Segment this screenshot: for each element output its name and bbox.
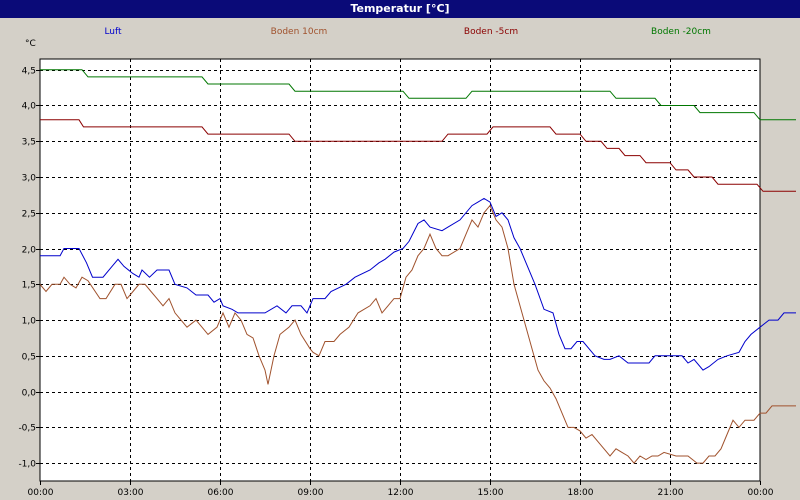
x-tick-time-label: 12:00 — [388, 488, 414, 498]
y-tick-label: 2,0 — [22, 246, 37, 256]
y-tick-label: 3,0 — [22, 174, 37, 184]
y-tick-label: 4,0 — [22, 102, 37, 112]
y-tick-label: 0,0 — [22, 389, 37, 399]
y-axis-unit: °C — [25, 39, 36, 49]
y-axis: 4,5 4,0 3,5 3,0 2,5 2,0 1,5 1,0 0,5 0,0 -0,5 -1,0 — [18, 67, 40, 470]
y-tick-label: 1,0 — [22, 317, 37, 327]
x-tick-time-label: 15:00 — [478, 488, 504, 498]
chart-title: Temperatur [°C] — [0, 0, 800, 18]
x-tick-time-label: 09:00 — [298, 488, 324, 498]
legend-entry: Boden -20cm — [651, 27, 711, 37]
legend-entry: Boden 10cm — [271, 27, 328, 37]
y-tick-label: -0,5 — [18, 424, 36, 434]
legend: Luft Boden 10cm Boden -5cm Boden -20cm — [104, 27, 711, 37]
legend-entry: Luft — [104, 27, 122, 37]
series-line — [40, 197, 796, 371]
x-tick-time-label: 00:00 — [28, 488, 54, 498]
x-axis: 00:0015.12.1803:0015.12.1806:0015.12.180… — [28, 481, 774, 498]
x-tick-time-label: 18:00 — [568, 488, 594, 498]
y-tick-label: 3,5 — [22, 138, 36, 148]
legend-entry: Boden -5cm — [464, 27, 518, 37]
y-tick-label: 1,5 — [22, 281, 36, 291]
y-tick-label: 4,5 — [22, 67, 36, 77]
x-tick-time-label: 00:00 — [748, 488, 774, 498]
y-tick-label: -1,0 — [18, 460, 36, 470]
series-line — [40, 69, 796, 121]
y-tick-label: 0,5 — [22, 353, 36, 363]
x-tick-time-label: 21:00 — [658, 488, 684, 498]
temperature-chart: 4,5 4,0 3,5 3,0 2,5 2,0 1,5 1,0 0,5 0,0 -0,5 -1,0 0… — [0, 18, 800, 500]
series-line — [40, 119, 796, 192]
series-lines — [39, 69, 796, 464]
x-tick-time-label: 06:00 — [208, 488, 234, 498]
x-tick-time-label: 03:00 — [118, 488, 144, 498]
y-tick-label: 2,5 — [22, 210, 36, 220]
series-line — [39, 204, 796, 464]
